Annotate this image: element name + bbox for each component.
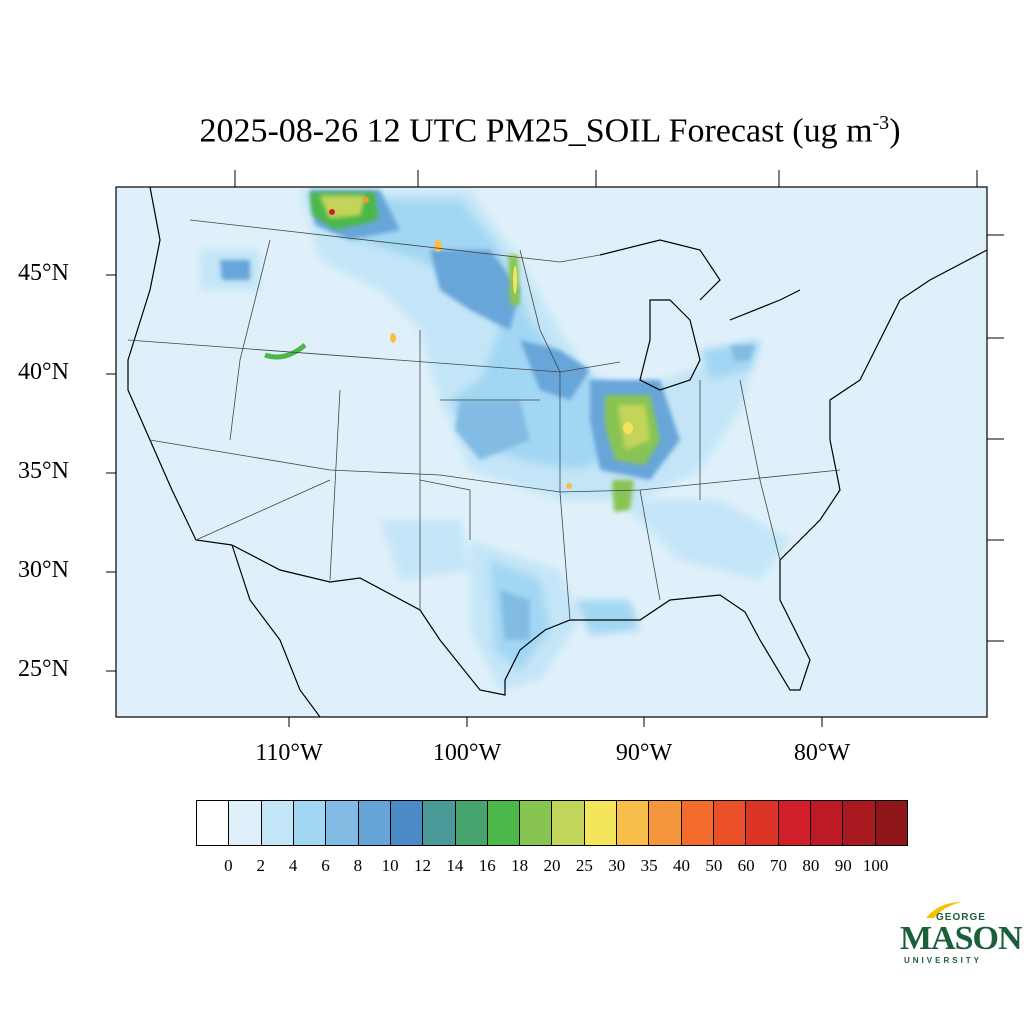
colorbar-cell: [358, 801, 391, 845]
colorbar-cell: [487, 801, 521, 845]
colorbar-cell: [455, 801, 488, 845]
axis-ticks: [106, 170, 1004, 727]
logo-mason: MASON: [900, 920, 1023, 957]
colorbar-tick-label: 6: [321, 856, 330, 875]
colorbar-cell: [197, 801, 230, 845]
colorbar-cell: [778, 801, 811, 845]
lat-label-30: 30°N: [18, 557, 69, 583]
colorbar-tick-label: 4: [288, 856, 298, 875]
colorbar-tick-label: 20: [543, 856, 561, 875]
coastline: [127, 187, 987, 717]
logo-george: GEORGE: [936, 912, 986, 923]
lon-label-100w: 100°W: [432, 740, 502, 766]
colorbar-tick-label: 2: [256, 856, 265, 875]
colorbar-cell: [423, 801, 456, 845]
colorbar-tick-label: 80: [802, 856, 820, 875]
colorbar-tick-label: 10: [381, 856, 399, 875]
colorbar-tick-label: 16: [478, 856, 496, 875]
colorbar-labels: 0 2 4 6 8 10 12 14 16 18 20 25 30 35 40 50 60 70 80 90 100: [0, 856, 1024, 880]
colorbar-cell: [617, 801, 650, 845]
colorbar-tick-label: 50: [705, 856, 723, 875]
colorbar-cell: [649, 801, 682, 845]
colorbar-tick-label: 8: [353, 856, 363, 875]
lat-label-25: 25°N: [18, 656, 69, 682]
colorbar-cell: [520, 801, 553, 845]
colorbar-tick-label: 14: [446, 856, 464, 875]
colorbar-cell: [326, 801, 359, 845]
logo-swoosh-icon: [926, 902, 962, 918]
colorbar-cell: [810, 801, 844, 845]
colorbar-tick-label: 100: [862, 856, 889, 875]
title-superscript: -3: [872, 112, 890, 134]
lon-label-90w: 90°W: [615, 740, 673, 766]
colorbar-cell: [390, 801, 424, 845]
colorbar-tick-label: 0: [224, 856, 233, 875]
colorbar-cell: [552, 801, 585, 845]
map-title: 2025-08-26 12 UTC PM25_SOIL Forecast (ug…: [0, 112, 1024, 150]
pm25-concentration-field: [127, 187, 987, 717]
colorbar-cell: [875, 801, 907, 845]
colorbar-cell: [584, 801, 618, 845]
title-text: 2025-08-26 12 UTC PM25_SOIL Forecast (ug…: [199, 112, 873, 150]
colorbar-tick-label: 70: [770, 856, 788, 875]
colorbar-tick-label: 25: [575, 856, 593, 875]
colorbar-cell: [293, 801, 327, 845]
logo-university: UNIVERSITY: [904, 956, 983, 965]
colorbar-tick-label: 90: [834, 856, 852, 875]
lat-label-35: 35°N: [18, 458, 69, 484]
colorbar-cell: [746, 801, 779, 845]
colorbar-tick-label: 18: [511, 856, 529, 875]
colorbar-cell: [261, 801, 294, 845]
colorbar-tick-label: 35: [640, 856, 658, 875]
colorbar-cell: [681, 801, 714, 845]
lon-label-110w: 110°W: [255, 740, 323, 766]
lat-label-40: 40°N: [18, 359, 69, 385]
colorbar-tick-label: 30: [608, 856, 626, 875]
colorbar-cell: [843, 801, 876, 845]
map-frame: [115, 186, 988, 718]
title-close: ): [889, 112, 901, 150]
colorbar-cell: [229, 801, 262, 845]
george-mason-logo: GEORGE MASON UNIVERSITY: [896, 900, 1023, 970]
colorbar-tick-label: 40: [672, 856, 690, 875]
colorbar-cell: [714, 801, 747, 845]
colorbar-tick-label: 12: [414, 856, 432, 875]
colorbar: [196, 800, 908, 846]
state-borders: [127, 219, 841, 621]
lat-label-45: 45°N: [18, 260, 69, 286]
colorbar-tick-label: 60: [737, 856, 755, 875]
lon-label-80w: 80°W: [793, 740, 851, 766]
